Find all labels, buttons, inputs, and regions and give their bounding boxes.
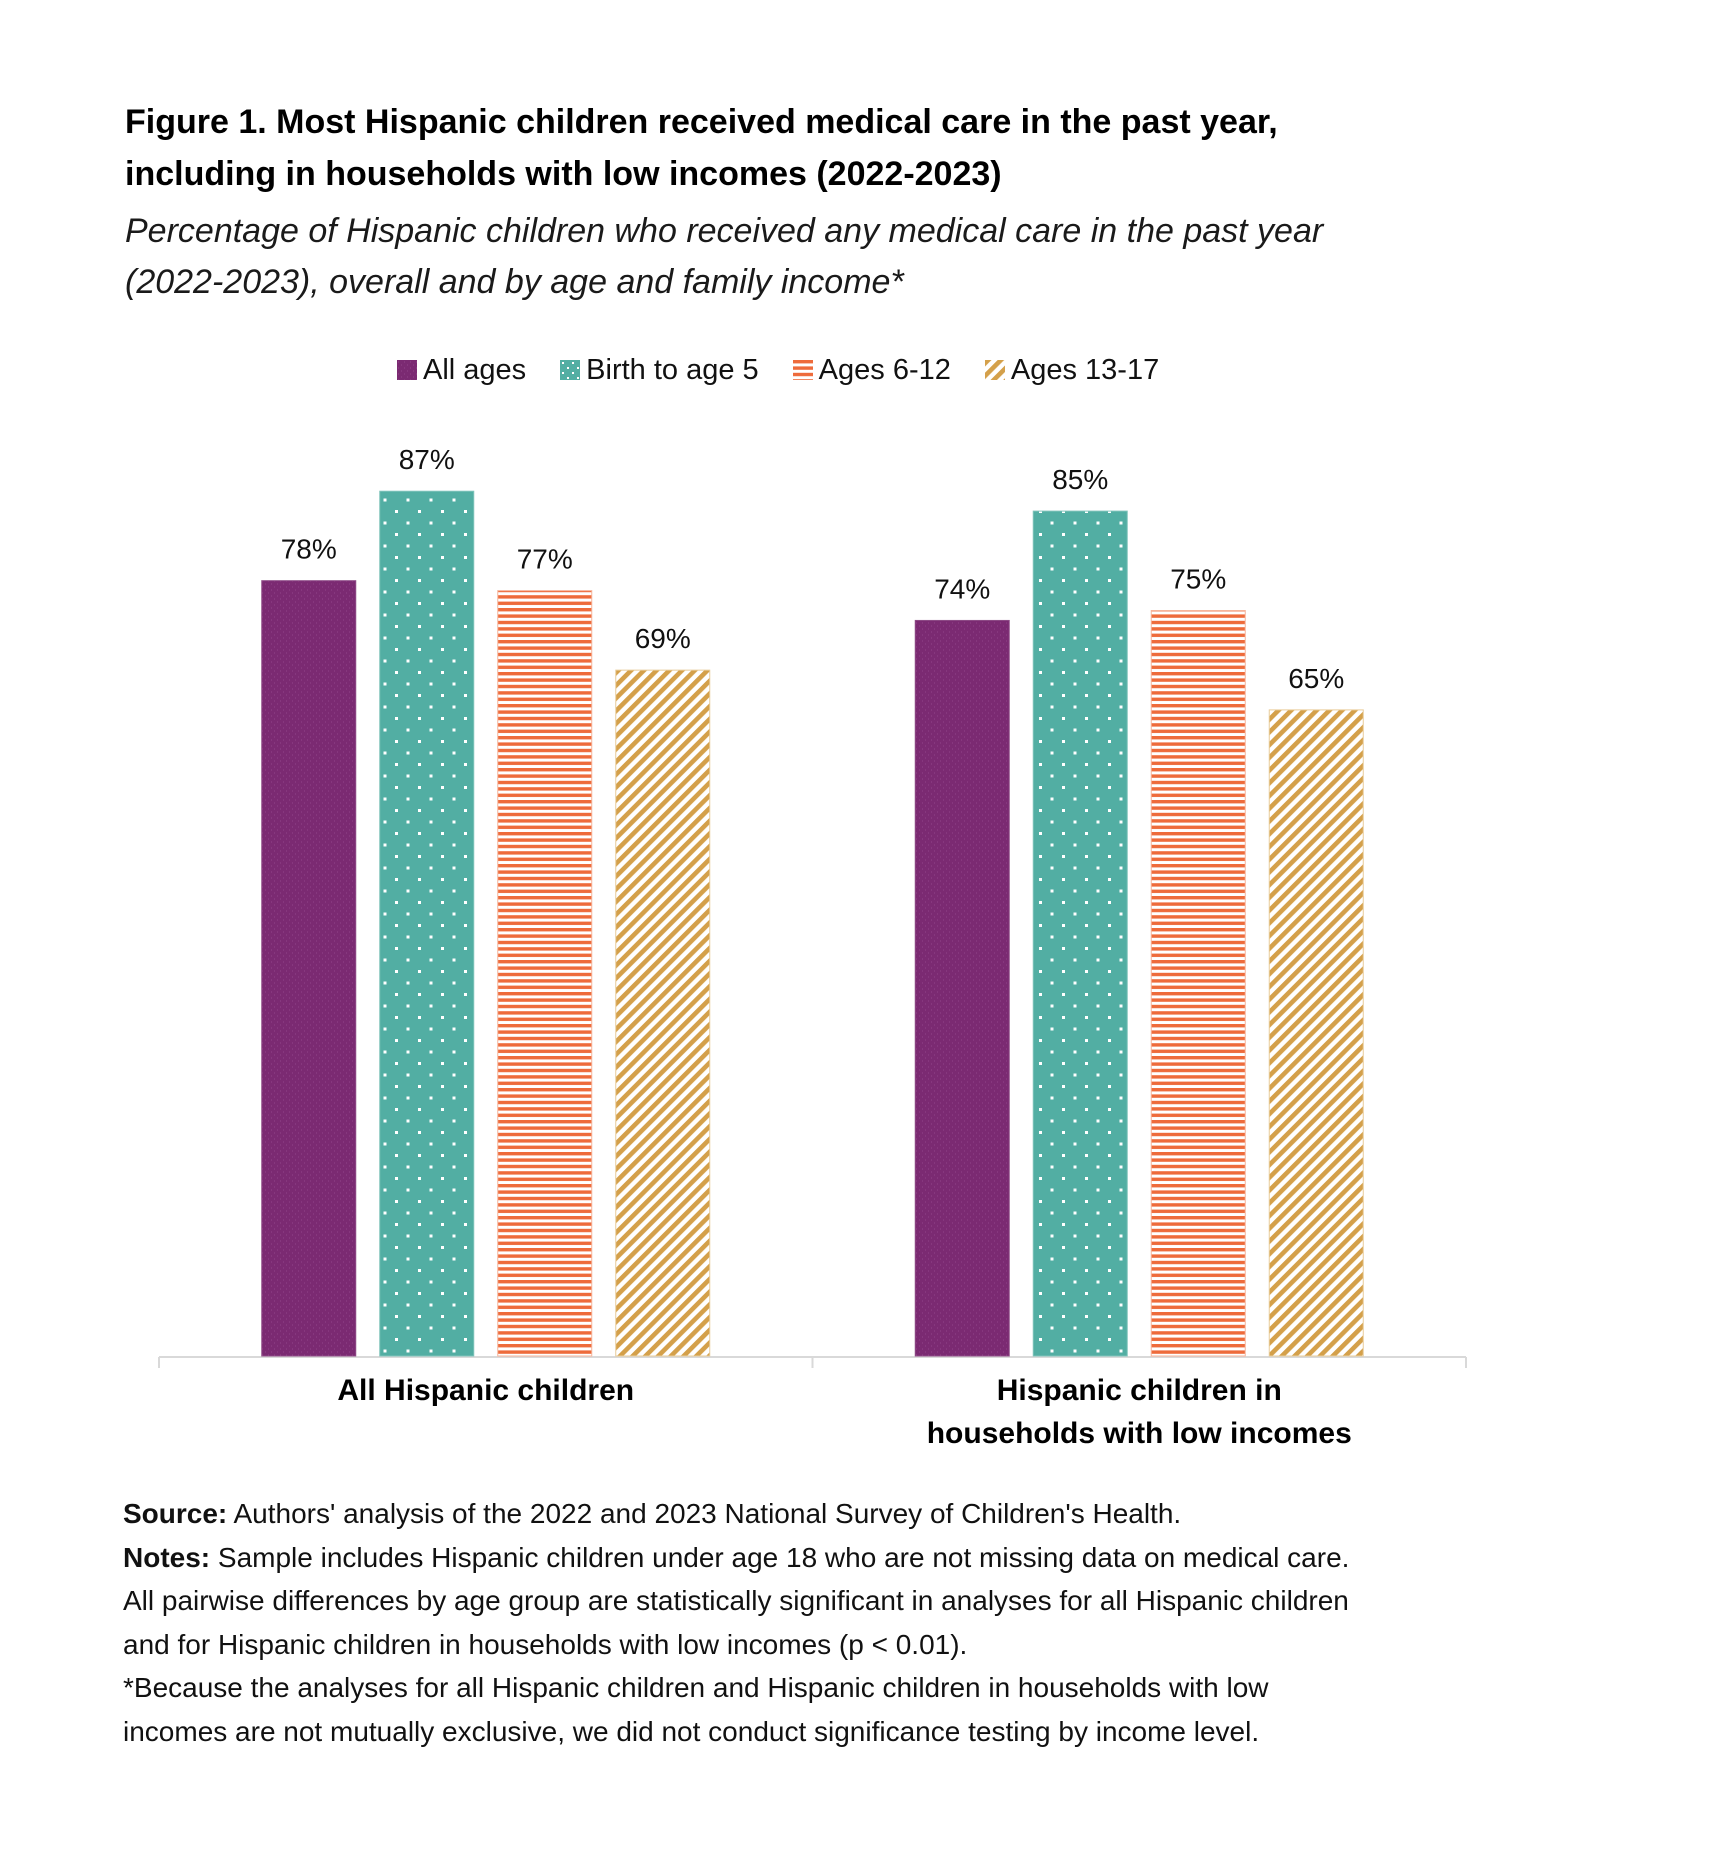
notes-line-2: All pairwise differences by age group ar… (123, 1585, 1349, 1616)
bar-ages-13-17-group-1 (615, 669, 711, 1357)
chart-legend: All ages Birth to age 5 Ages 6-12 Ages 1… (397, 350, 1159, 390)
category-label-2-line-1: Hispanic children in (997, 1374, 1282, 1407)
bar-birth-to-5-group-2 (1032, 510, 1128, 1357)
bar-ages-6-12-group-2 (1150, 610, 1246, 1357)
chart-subtitle-line-2: (2022-2023), overall and by age and fami… (125, 263, 904, 301)
legend-item-birth-to-5: Birth to age 5 (560, 354, 759, 387)
legend-swatch-all-ages (397, 360, 417, 380)
legend-label-ages-13-17: Ages 13-17 (1010, 353, 1160, 386)
notes-label: Notes: (123, 1541, 211, 1573)
chart-title: Figure 1. Most Hispanic children receive… (125, 96, 1625, 200)
x-axis (158, 1356, 1467, 1368)
legend-item-ages-6-12: Ages 6-12 (792, 353, 951, 387)
legend-item-all-ages: All ages (397, 354, 526, 387)
bars (261, 490, 1364, 1357)
chart-title-line-2: including in households with low incomes… (125, 155, 1002, 193)
legend-label-all-ages: All ages (423, 353, 527, 386)
value-label-birth-to-5-group-1: 87% (399, 444, 455, 475)
legend-label-birth-to-5: Birth to age 5 (586, 353, 759, 386)
value-label-ages-6-12-group-1: 77% (517, 544, 573, 575)
value-label-ages-13-17-group-1: 69% (635, 623, 691, 654)
legend-item-ages-13-17: Ages 13-17 (984, 353, 1160, 387)
legend-label-ages-6-12: Ages 6-12 (818, 353, 951, 386)
notes-note: Notes: Sample includes Hispanic children… (123, 1536, 1683, 1580)
bar-chart: 78% 87% 77% 69% 74% 85% 75% 65% All Hispanic ch… (158, 444, 1467, 1450)
asterisk-note-line-2: incomes are not mutually exclusive, we d… (123, 1715, 1260, 1747)
source-text: Authors' analysis of the 2022 and 2023 N… (227, 1498, 1182, 1529)
bar-birth-to-5-group-1 (379, 490, 475, 1357)
bar-all-ages-group-2 (914, 619, 1010, 1357)
notes-line-3: and for Hispanic children in households … (123, 1628, 968, 1660)
legend-swatch-ages-6-12 (792, 360, 813, 380)
source-note: Source: Authors' analysis of the 2022 an… (123, 1492, 1683, 1536)
legend-swatch-ages-13-17 (984, 360, 1005, 380)
chart-subtitle: Percentage of Hispanic children who rece… (125, 206, 1625, 308)
notes-text: Sample includes Hispanic children under … (210, 1541, 1350, 1573)
value-label-ages-13-17-group-2: 65% (1288, 663, 1344, 694)
bar-ages-6-12-group-1 (497, 590, 593, 1357)
source-label: Source: (123, 1498, 228, 1529)
value-label-all-ages-group-2: 74% (934, 573, 990, 604)
value-label-birth-to-5-group-2: 85% (1052, 464, 1108, 495)
legend-swatch-birth-to-5 (560, 360, 581, 380)
value-label-ages-6-12-group-2: 75% (1170, 564, 1226, 595)
footnotes: Source: Authors' analysis of the 2022 an… (123, 1492, 1683, 1753)
category-labels: All Hispanic children Hispanic children i… (337, 1374, 1351, 1450)
category-label-1-line-1: All Hispanic children (337, 1374, 634, 1407)
asterisk-note-line-1: *Because the analyses for all Hispanic c… (123, 1672, 1269, 1703)
value-label-all-ages-group-1: 78% (281, 534, 337, 565)
chart-title-line-1: Figure 1. Most Hispanic children receive… (125, 103, 1278, 141)
value-labels: 78% 87% 77% 69% 74% 85% 75% 65% (281, 444, 1345, 694)
chart-subtitle-line-1: Percentage of Hispanic children who rece… (125, 212, 1324, 250)
category-label-2-line-2: households with low incomes (927, 1417, 1352, 1450)
bar-all-ages-group-1 (261, 580, 357, 1357)
bar-ages-13-17-group-2 (1268, 709, 1364, 1357)
